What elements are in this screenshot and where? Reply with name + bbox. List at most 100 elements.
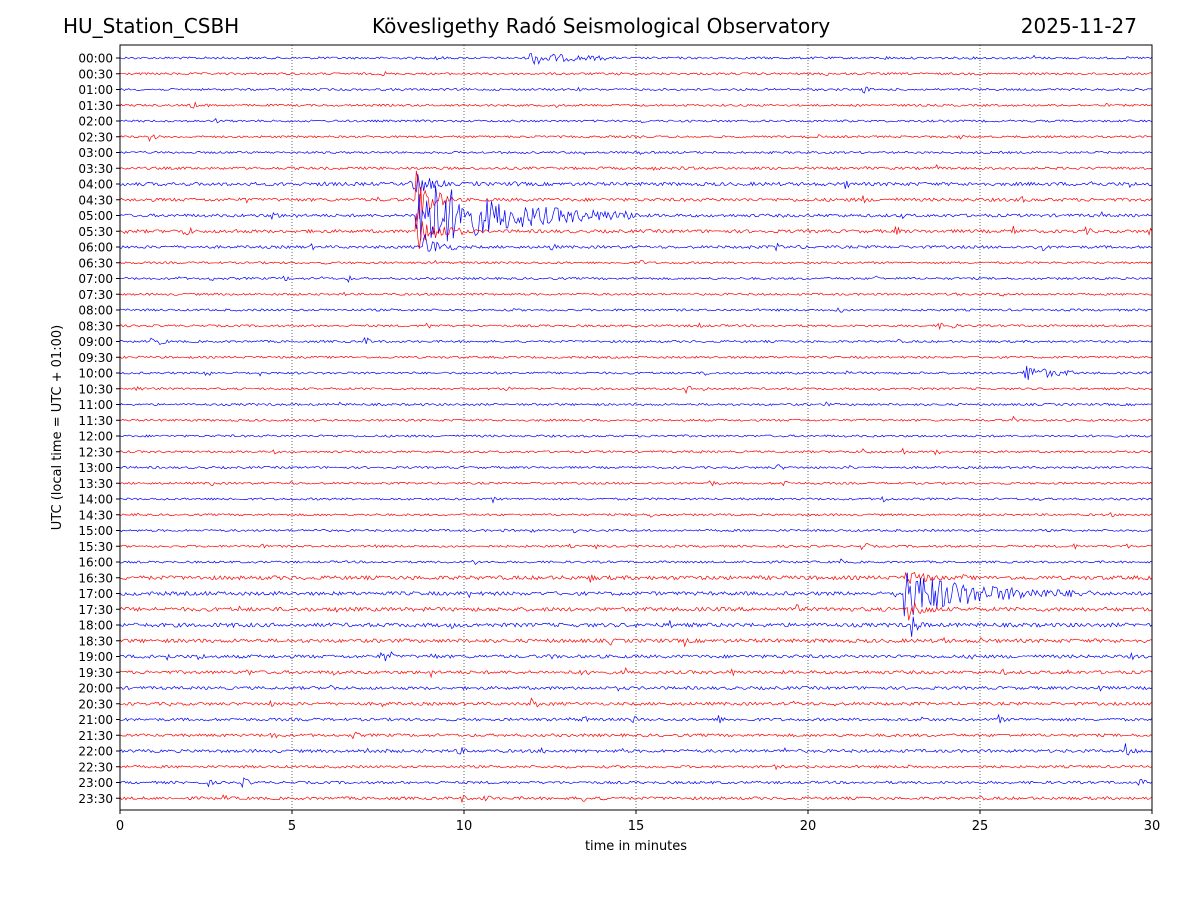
trace-20-30	[119, 697, 1153, 708]
y-tick-label: 13:00	[78, 461, 113, 475]
y-tick-label: 17:30	[78, 603, 113, 617]
trace-03-00	[119, 150, 1153, 156]
trace-19-30	[119, 666, 1153, 679]
y-tick-label: 21:30	[78, 729, 113, 743]
trace-22-30	[119, 764, 1153, 771]
trace-23-00	[119, 777, 1153, 789]
trace-00-30	[119, 70, 1153, 77]
y-tick-label: 09:30	[78, 351, 113, 365]
trace-14-30	[119, 512, 1153, 518]
y-tick-label: 15:30	[78, 540, 113, 554]
trace-20-00	[119, 684, 1153, 692]
y-tick-label: 00:30	[78, 67, 113, 81]
y-tick-label: 14:00	[78, 493, 113, 507]
y-tick-label: 23:30	[78, 792, 113, 806]
trace-21-00	[120, 713, 1153, 724]
y-tick-label: 05:30	[78, 225, 113, 239]
y-tick-label: 00:00	[78, 52, 113, 66]
y-tick-label: 16:30	[78, 571, 113, 585]
x-tick-label: 25	[972, 819, 989, 834]
trace-15-30	[119, 543, 1153, 551]
x-tick-label: 10	[456, 819, 473, 834]
x-tick-label: 0	[116, 819, 124, 834]
y-tick-label: 15:00	[78, 524, 113, 538]
y-tick-label: 19:30	[78, 666, 113, 680]
y-tick-label: 22:30	[78, 760, 113, 774]
trace-01-30	[119, 101, 1153, 109]
trace-12-30	[119, 447, 1153, 456]
y-tick-label: 11:30	[78, 414, 113, 428]
station-name: HU_Station_CSBH	[63, 14, 240, 38]
trace-12-00	[119, 434, 1153, 438]
y-tick-label: 12:30	[78, 445, 113, 459]
trace-19-00	[119, 651, 1153, 662]
y-tick-label: 22:00	[78, 745, 113, 759]
y-tick-label: 20:30	[78, 697, 113, 711]
y-tick-label: 18:00	[78, 619, 113, 633]
y-tick-label: 11:00	[78, 398, 113, 412]
y-tick-label: 07:00	[78, 272, 113, 286]
trace-10-00	[120, 365, 1153, 381]
x-tick-label: 30	[1144, 819, 1161, 834]
y-tick-label: 08:00	[78, 304, 113, 318]
trace-22-00	[119, 743, 1153, 756]
trace-06-30	[119, 259, 1153, 265]
trace-16-30	[119, 572, 1153, 584]
trace-09-00	[119, 337, 1153, 345]
y-tick-label: 04:30	[78, 193, 113, 207]
trace-11-00	[119, 401, 1153, 407]
y-tick-label: 19:00	[78, 650, 113, 664]
y-tick-label: 14:30	[78, 508, 113, 522]
trace-08-30	[119, 322, 1152, 331]
trace-15-00	[119, 528, 1153, 534]
y-tick-label: 17:00	[78, 587, 113, 601]
y-tick-label: 12:00	[78, 430, 113, 444]
trace-13-00	[119, 464, 1153, 470]
trace-10-30	[119, 386, 1153, 395]
y-tick-label: 07:30	[78, 288, 113, 302]
trace-18-00	[119, 616, 1153, 637]
trace-23-30	[119, 794, 1153, 803]
trace-04-30	[119, 170, 1153, 220]
trace-21-30	[119, 731, 1153, 740]
y-tick-label: 01:30	[78, 99, 113, 113]
y-tick-label: 03:30	[78, 162, 113, 176]
x-axis-label: time in minutes	[585, 839, 687, 854]
y-tick-label: 09:00	[78, 335, 113, 349]
y-tick-label: 20:00	[78, 682, 113, 696]
trace-02-00	[119, 117, 1153, 124]
trace-00-00	[119, 52, 1153, 66]
trace-09-30	[119, 355, 1153, 359]
trace-07-30	[119, 291, 1153, 297]
y-tick-label: 06:00	[78, 241, 113, 255]
y-tick-label: 02:30	[78, 130, 113, 144]
x-tick-label: 15	[628, 819, 645, 834]
y-tick-label: 05:00	[78, 209, 113, 223]
y-tick-label: 03:00	[78, 146, 113, 160]
y-tick-label: 23:00	[78, 776, 113, 790]
y-tick-label: 18:30	[78, 634, 113, 648]
trace-13-30	[119, 480, 1153, 487]
y-axis-label: UTC (local time = UTC + 01:00)	[50, 325, 65, 530]
x-tick-label: 5	[288, 819, 296, 834]
grid-lines	[291, 45, 981, 810]
trace-05-30	[119, 213, 1153, 249]
trace-17-00	[119, 572, 1153, 617]
trace-05-00	[119, 185, 1153, 242]
y-tick-label: 06:30	[78, 256, 113, 270]
trace-03-30	[119, 163, 1153, 171]
trace-08-00	[119, 307, 1153, 313]
y-tick-label: 16:00	[78, 556, 113, 570]
plot-date: 2025-11-27	[1020, 14, 1137, 38]
x-axis-ticks: 0 5 10 15 20 25 30	[116, 810, 1160, 834]
trace-14-00	[119, 496, 1153, 504]
trace-07-00	[119, 274, 1153, 283]
y-tick-label: 13:30	[78, 477, 113, 491]
trace-04-00	[119, 174, 1153, 193]
x-tick-label: 20	[800, 819, 817, 834]
y-tick-label: 10:00	[78, 367, 113, 381]
y-tick-label: 21:00	[78, 713, 113, 727]
trace-02-30	[119, 133, 1152, 143]
trace-01-00	[119, 86, 1153, 94]
